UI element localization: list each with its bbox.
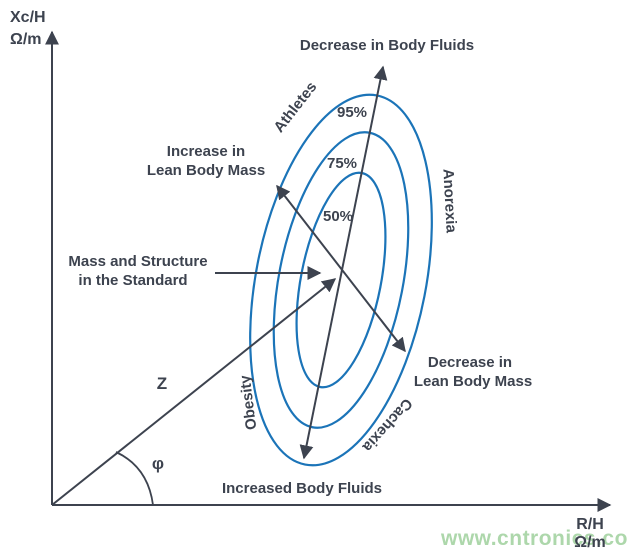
lean-body-mass-axis-arrow <box>276 184 406 353</box>
decrease-lean-mass-label-line2: Lean Body Mass <box>414 373 532 390</box>
x-axis-label-unit: Ω/m <box>574 534 606 550</box>
x-axis-label-quantity: R/H <box>576 516 604 533</box>
center-annotation-line1: Mass and Structure <box>68 253 207 270</box>
center-annotation-line2: in the Standard <box>78 272 187 289</box>
y-axis-label-quantity: Xc/H <box>10 9 46 26</box>
quadrant-label-anorexia: Anorexia <box>439 168 459 234</box>
increased-body-fluids-label: Increased Body Fluids <box>222 480 382 497</box>
y-axis-label-unit: Ω/m <box>10 31 42 48</box>
impedance-vector-label: Z <box>157 374 167 393</box>
quadrant-label-athletes: Athletes <box>271 79 321 136</box>
decrease-lean-mass-label-line1: Decrease in <box>428 354 512 371</box>
increase-lean-mass-label-line2: Lean Body Mass <box>147 162 265 179</box>
increase-lean-mass-label-line1: Increase in <box>167 143 245 160</box>
watermark-text: www.cntronics.com <box>440 527 629 550</box>
impedance-vector-line <box>51 278 337 506</box>
phase-angle-label: φ <box>152 454 164 473</box>
percentile-50-label: 50% <box>323 208 353 225</box>
quadrant-label-obesity: Obesity <box>237 374 261 431</box>
ellipse-50-percent <box>295 171 387 389</box>
percentile-95-label: 95% <box>337 104 367 121</box>
decrease-body-fluids-label: Decrease in Body Fluids <box>300 37 474 54</box>
phase-angle-arc <box>115 451 154 506</box>
percentile-75-label: 75% <box>327 155 357 172</box>
